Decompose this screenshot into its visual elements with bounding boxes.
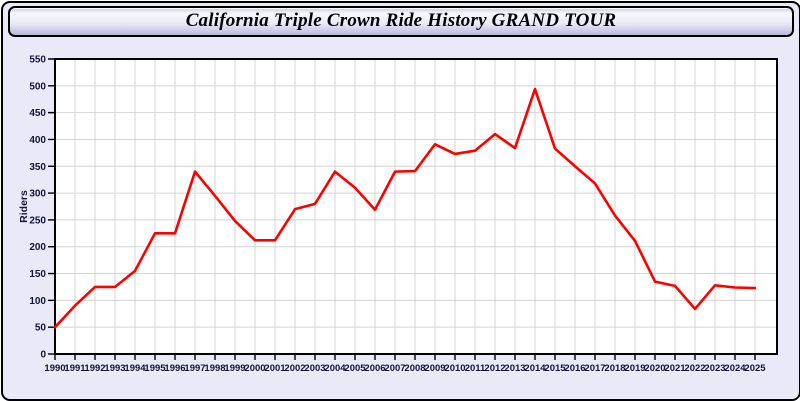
x-tick-label: 2014: [524, 363, 546, 374]
y-tick-label: 150: [29, 269, 46, 280]
y-axis: 0 50 100 150 200 250 300 350 400 450 500 550: [29, 55, 55, 361]
page-title: California Triple Crown Ride History GRA…: [185, 10, 617, 31]
x-tick-label: 2008: [404, 363, 425, 374]
ride-history-line: [53, 87, 757, 329]
x-tick-label: 2006: [364, 363, 385, 374]
x-tick-label: 1990: [44, 363, 65, 374]
x-tick-label: 2013: [504, 363, 525, 374]
title-bar: California Triple Crown Ride History GRA…: [8, 6, 794, 37]
x-tick-label: 2002: [284, 363, 305, 374]
x-tick-label: 1996: [164, 363, 185, 374]
plot-area: [55, 59, 777, 354]
x-tick-label: 2004: [324, 363, 346, 374]
x-tick-label: 2021: [664, 363, 686, 374]
x-tick-label: 1994: [124, 363, 146, 374]
x-tick-label: 2001: [264, 363, 286, 374]
x-tick-label: 2023: [704, 363, 725, 374]
x-tick-label: 2000: [244, 363, 265, 374]
y-tick-label: 250: [29, 215, 46, 226]
x-tick-label: 2015: [544, 363, 566, 374]
x-tick-label: 1993: [104, 363, 125, 374]
x-tick-label: 2003: [304, 363, 325, 374]
x-tick-label: 2024: [724, 363, 746, 374]
y-tick-label: 50: [35, 323, 47, 334]
x-tick-label: 2018: [604, 363, 625, 374]
y-tick-label: 300: [29, 189, 46, 200]
x-tick-label: 2025: [744, 363, 766, 374]
y-axis-title: Riders: [18, 190, 30, 223]
ride-history-chart-svg: 0501001502002503003504004505005501990199…: [18, 55, 778, 374]
x-tick-label: 2017: [584, 363, 605, 374]
x-tick-label: 2005: [344, 363, 366, 374]
y-tick-label: 450: [29, 108, 46, 119]
plot-border: [54, 58, 778, 355]
y-tick-label: 200: [29, 242, 46, 253]
x-tick-label: 1999: [224, 363, 245, 374]
y-tick-label: 350: [29, 162, 46, 173]
x-tick-label: 1995: [144, 363, 166, 374]
x-tick-label: 2012: [484, 363, 505, 374]
gridlines: [55, 59, 777, 354]
y-tick-label: 0: [40, 350, 46, 361]
x-axis: 1990199119921993199419951996199719981999…: [44, 354, 766, 374]
x-tick-label: 1992: [84, 363, 105, 374]
x-tick-label: 2007: [384, 363, 405, 374]
x-tick-label: 2022: [684, 363, 705, 374]
y-tick-label: 400: [29, 135, 46, 146]
y-tick-label: 500: [29, 81, 46, 92]
x-tick-label: 2020: [644, 363, 665, 374]
x-tick-label: 2009: [424, 363, 445, 374]
x-tick-label: 1998: [204, 363, 225, 374]
y-tick-label: 550: [29, 55, 46, 66]
x-tick-label: 1991: [64, 363, 86, 374]
x-tick-label: 2019: [624, 363, 645, 374]
x-tick-label: 2011: [465, 363, 486, 374]
x-tick-label: 2010: [444, 363, 465, 374]
y-tick-label: 100: [29, 296, 46, 307]
x-tick-label: 2016: [564, 363, 585, 374]
x-tick-label: 1997: [184, 363, 205, 374]
